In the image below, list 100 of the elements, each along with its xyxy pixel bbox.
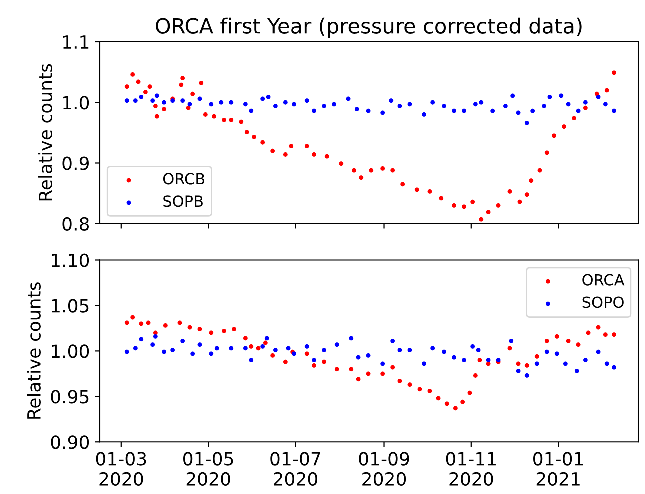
legend-label: ORCB bbox=[163, 173, 205, 185]
point bbox=[452, 108, 456, 114]
legend-label: SOPO bbox=[582, 296, 624, 308]
point bbox=[286, 346, 291, 351]
point bbox=[263, 340, 268, 346]
point bbox=[604, 88, 610, 93]
point bbox=[612, 70, 616, 76]
point bbox=[524, 374, 530, 378]
point bbox=[430, 100, 436, 105]
point bbox=[222, 118, 226, 122]
point bbox=[453, 406, 458, 411]
y-axis-title: Relative counts bbox=[38, 64, 52, 201]
point bbox=[479, 217, 484, 222]
point bbox=[190, 352, 196, 356]
point bbox=[222, 328, 226, 334]
point bbox=[153, 334, 158, 339]
point bbox=[486, 210, 491, 215]
point bbox=[334, 367, 340, 372]
point bbox=[229, 346, 234, 351]
point bbox=[349, 336, 354, 341]
point bbox=[178, 320, 182, 326]
point bbox=[266, 94, 271, 100]
point bbox=[249, 344, 254, 349]
point bbox=[422, 362, 426, 366]
point bbox=[529, 178, 534, 184]
point bbox=[496, 203, 501, 208]
point bbox=[180, 76, 186, 81]
point bbox=[312, 108, 316, 114]
y-tick-label: 1.1 bbox=[64, 36, 89, 49]
point bbox=[604, 362, 610, 366]
point bbox=[366, 354, 371, 358]
legend-label: ORCA bbox=[582, 274, 625, 286]
point bbox=[442, 104, 446, 108]
point bbox=[124, 350, 130, 354]
y-tick-label: 0.8 bbox=[62, 217, 90, 231]
point bbox=[380, 110, 386, 116]
point bbox=[143, 90, 148, 95]
point bbox=[524, 192, 530, 197]
point bbox=[260, 140, 266, 145]
point bbox=[244, 130, 250, 135]
point bbox=[554, 334, 560, 339]
point bbox=[163, 324, 168, 328]
point bbox=[304, 344, 310, 349]
point bbox=[369, 168, 374, 173]
point bbox=[390, 338, 396, 344]
point bbox=[180, 338, 186, 344]
point bbox=[139, 322, 144, 326]
point bbox=[209, 330, 214, 336]
point bbox=[289, 144, 294, 148]
point bbox=[133, 346, 138, 351]
point bbox=[398, 379, 402, 384]
x-tick-label: 01-01 2021 bbox=[534, 452, 584, 486]
point bbox=[130, 315, 136, 320]
point bbox=[462, 204, 466, 210]
point bbox=[188, 325, 192, 330]
point bbox=[332, 102, 336, 107]
point bbox=[439, 196, 444, 201]
point bbox=[270, 148, 276, 154]
x-tick-label: 01-03 2020 bbox=[96, 452, 146, 486]
point bbox=[476, 348, 481, 352]
point bbox=[583, 358, 588, 362]
point bbox=[153, 104, 158, 108]
point bbox=[260, 344, 266, 349]
point bbox=[339, 162, 344, 166]
point bbox=[418, 387, 422, 392]
y-tick-label: 0.9 bbox=[62, 156, 89, 170]
point bbox=[243, 336, 248, 341]
point bbox=[583, 100, 588, 105]
point bbox=[229, 118, 234, 122]
point bbox=[146, 320, 151, 326]
point bbox=[260, 96, 266, 102]
point bbox=[162, 107, 166, 112]
y-tick-label: 1.10 bbox=[52, 254, 90, 268]
point bbox=[603, 102, 608, 107]
point bbox=[366, 372, 371, 376]
x-tick-label: 01-05 2020 bbox=[184, 452, 234, 486]
point bbox=[198, 342, 202, 348]
point bbox=[352, 168, 356, 173]
point bbox=[452, 203, 456, 208]
point bbox=[198, 327, 202, 332]
point bbox=[524, 121, 530, 126]
point bbox=[324, 154, 330, 159]
point bbox=[133, 98, 138, 103]
point bbox=[473, 374, 478, 378]
point bbox=[552, 134, 556, 138]
point bbox=[214, 346, 220, 351]
point bbox=[199, 81, 204, 86]
point bbox=[586, 330, 591, 336]
point bbox=[548, 94, 552, 100]
point bbox=[559, 94, 564, 98]
point bbox=[283, 360, 288, 364]
point bbox=[264, 336, 270, 341]
point bbox=[124, 320, 130, 326]
point bbox=[544, 150, 550, 156]
y-tick-label: 0.90 bbox=[51, 436, 90, 450]
point bbox=[292, 102, 296, 107]
point bbox=[359, 176, 364, 180]
point bbox=[150, 98, 156, 103]
point bbox=[203, 112, 208, 117]
point bbox=[304, 98, 310, 103]
